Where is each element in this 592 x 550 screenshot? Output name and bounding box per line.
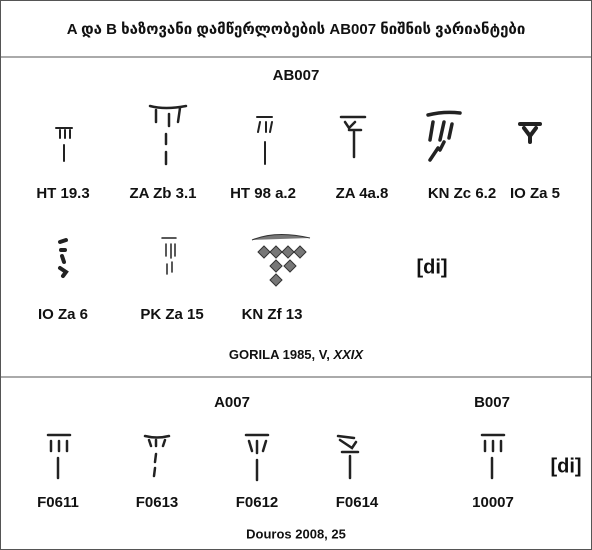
glyphs <box>55 104 542 278</box>
title: A და B ხაზოვანი დამწერლობების AB007 ნიშნ… <box>67 21 526 38</box>
section-heading: B007 <box>474 394 510 411</box>
sign-label: ZA 4a.8 <box>336 185 389 202</box>
sign-label: PK Za 15 <box>140 306 203 323</box>
sign-label: F0613 <box>136 494 179 511</box>
section-heading: AB007 <box>273 67 320 84</box>
labels: F0611 F0613 F0612 F0614 10007 <box>37 494 514 511</box>
sign-label: HT 19.3 <box>36 185 89 202</box>
source-italic: XXIX <box>332 347 364 362</box>
source: Douros 2008, 25 <box>246 526 346 541</box>
reading: [di] <box>416 256 447 278</box>
sign-label: IO Za 6 <box>38 306 88 323</box>
source-text: GORILA 1985, V, <box>229 347 334 362</box>
glyph-kn-zf-13 <box>251 234 311 287</box>
sign-label: KN Zc 6.2 <box>428 185 496 202</box>
sign-label: IO Za 5 <box>510 185 560 202</box>
reading: [di] <box>550 455 581 477</box>
glyphs <box>46 433 506 482</box>
labels: HT 19.3 ZA Zb 3.1 HT 98 a.2 ZA 4a.8 KN Zc 6.… <box>36 185 560 323</box>
section-heading: A007 <box>214 394 250 411</box>
sign-label: F0612 <box>236 494 279 511</box>
sign-label: F0611 <box>37 494 79 511</box>
source: GORILA 1985, V, XXIX <box>229 347 364 362</box>
sign-label: KN Zf 13 <box>242 306 303 323</box>
sign-label: F0614 <box>336 494 379 511</box>
sign-label: ZA Zb 3.1 <box>130 185 197 202</box>
sign-label: HT 98 a.2 <box>230 185 296 202</box>
sign-label: 10007 <box>472 494 514 511</box>
